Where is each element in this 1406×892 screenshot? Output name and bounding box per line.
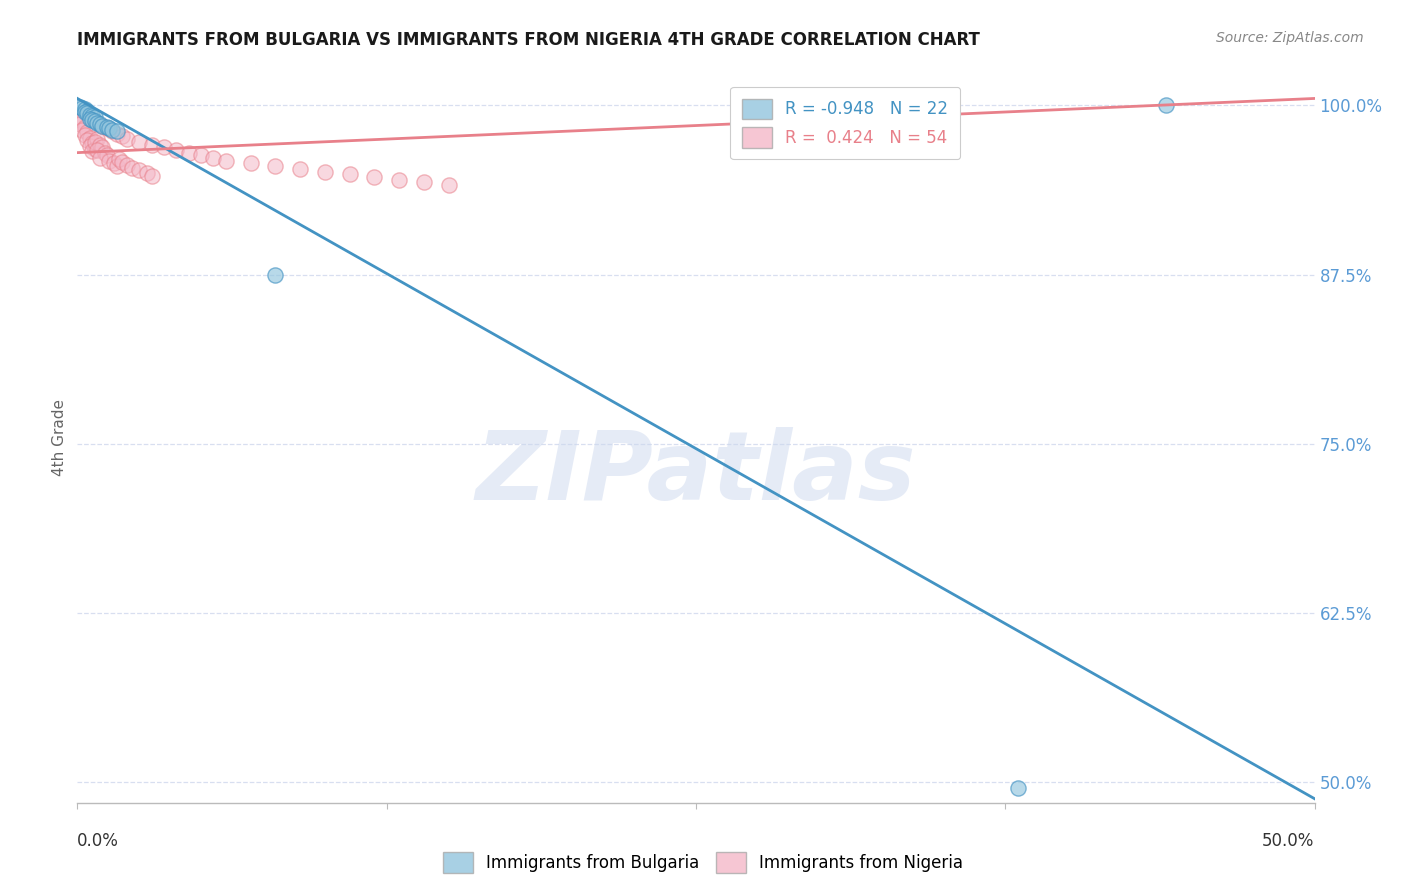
Point [105,127,128,141]
Point [190,148,212,162]
Point [82,109,104,123]
Point [121,161,143,175]
Point [72,122,94,136]
Point [239,156,262,170]
Point [363,169,385,184]
Point [264,268,287,282]
Point [111,155,134,169]
Point [153,140,176,154]
Point [86,143,108,157]
Point [96,148,118,162]
Legend: Immigrants from Bulgaria, Immigrants from Nigeria: Immigrants from Bulgaria, Immigrants fro… [436,846,970,880]
Point [82,113,104,128]
Point [1154,98,1177,112]
Point [388,172,411,186]
Point [73,103,96,117]
Point [83,111,105,125]
Point [91,140,114,154]
Point [128,163,150,178]
Point [76,133,98,147]
Text: Source: ZipAtlas.com: Source: ZipAtlas.com [1216,31,1364,45]
Point [264,159,287,173]
Point [105,124,128,138]
Point [437,178,460,193]
Point [79,139,101,153]
Point [339,167,361,181]
Point [73,128,96,142]
Point [115,158,138,172]
Point [105,159,128,173]
Point [165,143,187,157]
Y-axis label: 4th Grade: 4th Grade [52,399,67,475]
Point [98,153,121,168]
Point [82,145,104,159]
Point [86,116,108,130]
Point [73,105,96,120]
Point [76,103,98,118]
Point [72,101,94,115]
Point [73,120,96,134]
Point [412,176,434,190]
Point [76,125,98,139]
Point [111,129,134,144]
Point [98,121,121,136]
Point [141,169,163,183]
Point [101,124,124,138]
Point [288,161,311,176]
Point [96,120,118,134]
Text: 50.0%: 50.0% [1263,832,1315,850]
Point [76,106,98,120]
Point [93,145,115,160]
Point [89,117,111,131]
Point [177,145,200,160]
Point [202,151,225,165]
Point [69,117,91,131]
Point [82,136,104,150]
Point [86,132,108,146]
Point [1007,780,1029,795]
Point [91,119,114,133]
Legend: R = -0.948   N = 22, R =  0.424   N = 54: R = -0.948 N = 22, R = 0.424 N = 54 [730,87,960,160]
Text: 0.0%: 0.0% [77,832,120,850]
Point [69,99,91,113]
Point [79,112,101,126]
Point [83,142,105,156]
Point [89,137,111,152]
Point [128,135,150,149]
Point [91,119,114,133]
Point [101,122,124,136]
Point [103,156,125,170]
Text: ZIPatlas: ZIPatlas [475,427,917,520]
Point [79,108,101,122]
Point [314,164,336,178]
Point [89,151,111,165]
Text: IMMIGRANTS FROM BULGARIA VS IMMIGRANTS FROM NIGERIA 4TH GRADE CORRELATION CHART: IMMIGRANTS FROM BULGARIA VS IMMIGRANTS F… [77,31,980,49]
Point [115,132,138,146]
Point [69,112,91,126]
Point [108,153,131,167]
Point [83,114,105,128]
Point [96,121,118,136]
Point [141,137,163,152]
Point [83,135,105,149]
Point [72,114,94,128]
Point [79,130,101,145]
Point [215,153,238,168]
Point [135,166,157,180]
